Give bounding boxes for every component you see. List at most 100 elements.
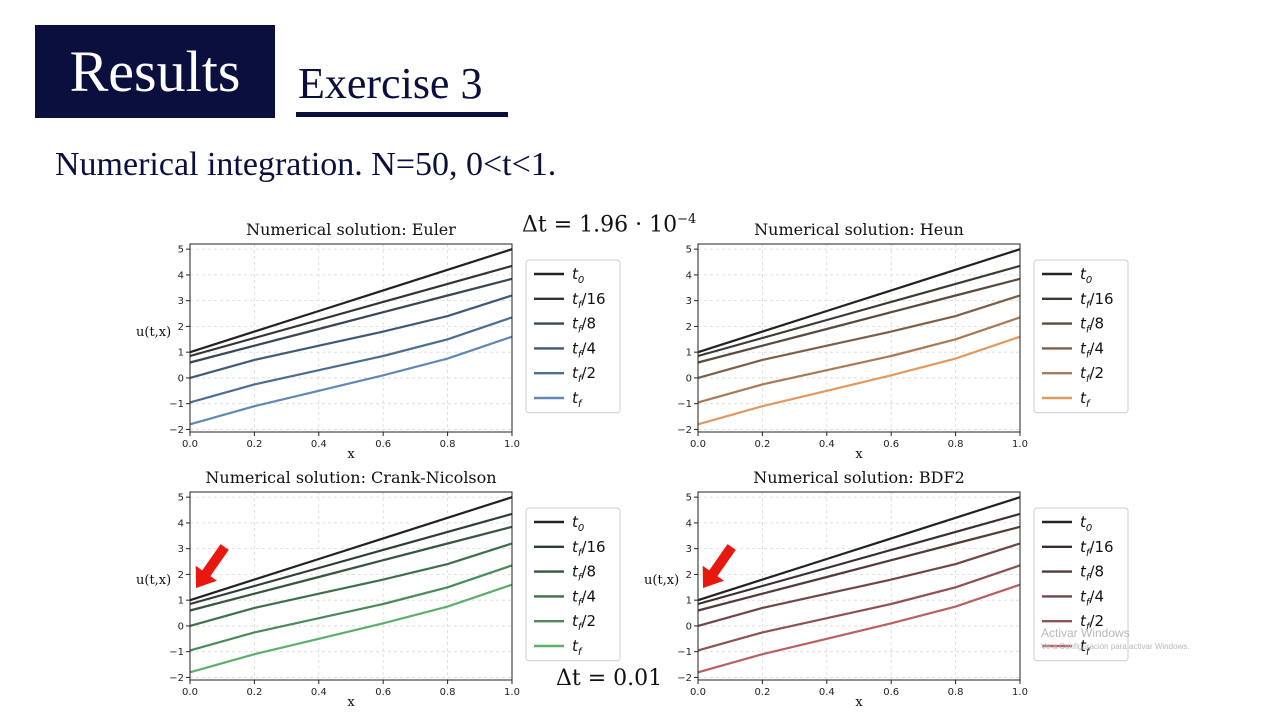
y-tick-label: 2: [686, 570, 692, 581]
x-axis-label: x: [347, 447, 355, 462]
x-tick-label: 0.0: [690, 687, 706, 698]
x-tick-label: 0.4: [819, 439, 835, 450]
legend-label-4: tf/4: [1080, 587, 1104, 608]
x-tick-label: 0.4: [819, 687, 835, 698]
chart-panel-2: 0.0 0.2 0.4 0.6 0.8 1.0 5 4 3 2 1 0 −1 −2 Numerical so…: [677, 220, 1129, 462]
y-tick-label: −2: [169, 673, 184, 684]
y-tick-label: 2: [686, 322, 692, 333]
chart-panel-4: 0.0 0.2 0.4 0.6 0.8 1.0 5 4 3 2 1 0 −1 −2 Numerical so…: [644, 468, 1129, 710]
timestep-large-text: Δt = 0.01: [556, 666, 663, 691]
series-line-5: [697, 316, 1021, 404]
y-tick-label: 0: [178, 621, 184, 632]
red-arrow-shape: [195, 544, 229, 588]
exercise-subtitle: Exercise 3: [298, 59, 483, 108]
x-tick-label: 1.0: [1012, 687, 1028, 698]
timestep-small-prefix: Δt = 1.96 · 10: [522, 212, 678, 238]
axes-frame: [189, 243, 513, 433]
y-tick-label: 3: [686, 544, 692, 555]
results-badge: Results: [35, 25, 275, 118]
badge-label: Results: [69, 39, 241, 104]
y-axis-label: u(t,x): [136, 573, 171, 588]
series-line-4: [697, 542, 1021, 627]
y-tick-label: 4: [178, 518, 184, 529]
series-line-6: [697, 583, 1021, 674]
legend-label-6: tf: [1080, 637, 1091, 658]
y-tick-label: 4: [686, 518, 692, 529]
x-tick-label: 0.2: [754, 439, 770, 450]
y-axis-label: u(t,x): [644, 573, 679, 588]
x-tick-label: 0.2: [754, 687, 770, 698]
chart-title: Numerical solution: Heun: [754, 220, 964, 239]
legend-label-1: t0: [572, 265, 584, 286]
series-line-6: [189, 583, 513, 674]
y-tick-label: 5: [178, 493, 184, 504]
x-tick-label: 1.0: [504, 687, 520, 698]
legend-label-3: tf/8: [572, 315, 596, 336]
axes-frame: [697, 243, 1021, 433]
chart-panel-1: 0.0 0.2 0.4 0.6 0.8 1.0 5 4 3 2 1 0 −1 −2 Numerical so…: [136, 220, 621, 462]
chart-title: Numerical solution: Euler: [246, 220, 456, 239]
legend-label-3: tf/8: [572, 563, 596, 584]
legend-label-6: tf: [1080, 389, 1091, 410]
y-tick-label: 1: [686, 348, 692, 359]
series-line-3: [697, 277, 1021, 364]
y-tick-label: 2: [178, 570, 184, 581]
x-tick-label: 0.6: [375, 439, 391, 450]
y-tick-label: −1: [677, 647, 692, 658]
series-line-2: [697, 512, 1021, 606]
legend-label-6: tf: [572, 389, 583, 410]
chart-title: Numerical solution: Crank-Nicolson: [205, 468, 496, 487]
series-line-1: [697, 248, 1021, 354]
series-line-2: [189, 512, 513, 606]
legend-label-3: tf/8: [1080, 563, 1104, 584]
legend-label-5: tf/2: [572, 364, 596, 385]
y-tick-label: 2: [178, 322, 184, 333]
series-line-5: [189, 316, 513, 404]
y-tick-label: 5: [686, 493, 692, 504]
activation-watermark: Activar Windows Ve a Configuración para …: [1041, 626, 1190, 654]
legend-label-2: tf/16: [572, 290, 606, 311]
legend-label-5: tf/2: [572, 612, 596, 633]
y-axis-label: u(t,x): [136, 325, 171, 340]
x-axis-label: x: [855, 447, 863, 462]
chart-panel-3: 0.0 0.2 0.4 0.6 0.8 1.0 5 4 3 2 1 0 −1 −2 Numerical so…: [136, 468, 621, 710]
series-line-2: [697, 264, 1021, 358]
series-line-5: [189, 564, 513, 652]
y-tick-label: 0: [178, 373, 184, 384]
legend-label-4: tf/4: [572, 339, 596, 360]
x-tick-label: 0.8: [440, 687, 456, 698]
y-tick-label: −1: [169, 399, 184, 410]
y-tick-label: 4: [178, 270, 184, 281]
legend-label-2: tf/16: [1080, 538, 1114, 559]
y-tick-label: 1: [686, 596, 692, 607]
x-axis-label: x: [855, 695, 863, 710]
subtitle-underline: [296, 112, 508, 117]
y-tick-label: 5: [178, 245, 184, 256]
x-tick-label: 0.8: [440, 439, 456, 450]
legend-label-3: tf/8: [1080, 315, 1104, 336]
x-tick-label: 0.8: [948, 439, 964, 450]
legend-label-1: t0: [572, 513, 584, 534]
series-line-3: [189, 525, 513, 612]
series-line-3: [697, 525, 1021, 612]
watermark-line1: Activar Windows: [1041, 626, 1130, 640]
legend-label-5: tf/2: [1080, 612, 1104, 633]
x-tick-label: 0.6: [375, 687, 391, 698]
series-line-2: [189, 264, 513, 358]
y-tick-label: 3: [686, 296, 692, 307]
watermark-line2: Ve a Configuración para activar Windows.: [1041, 642, 1190, 651]
series-line-6: [189, 335, 513, 426]
legend-label-4: tf/4: [1080, 339, 1104, 360]
x-tick-label: 0.4: [311, 439, 327, 450]
axes-frame: [189, 491, 513, 681]
x-tick-label: 0.0: [690, 439, 706, 450]
series-line-1: [189, 248, 513, 354]
y-tick-label: −2: [677, 425, 692, 436]
series-line-3: [189, 277, 513, 364]
x-tick-label: 1.0: [504, 439, 520, 450]
legend-label-1: t0: [1080, 265, 1092, 286]
red-arrow-icon: [195, 544, 229, 588]
timestep-large: Δt = 0.01: [556, 666, 662, 691]
y-tick-label: 3: [178, 544, 184, 555]
